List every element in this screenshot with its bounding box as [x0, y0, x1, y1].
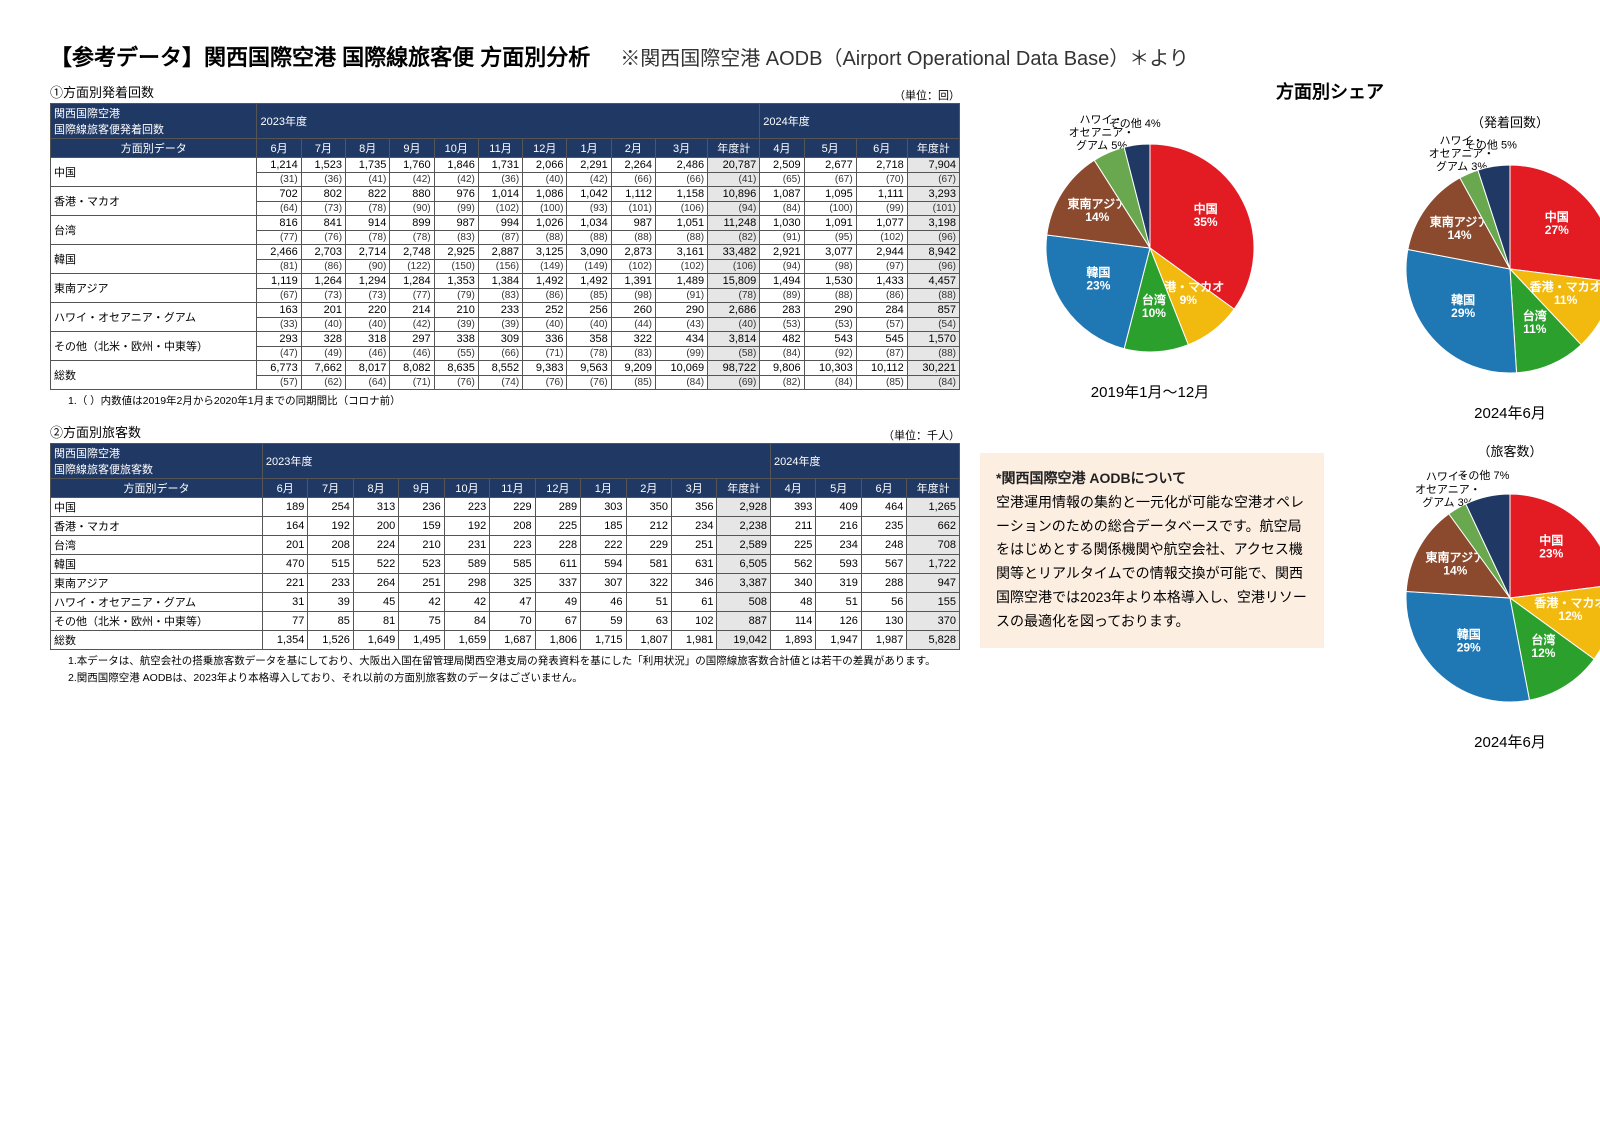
section2-unit: （単位：千人）	[883, 427, 960, 443]
svg-text:12%: 12%	[1531, 646, 1555, 660]
svg-text:香港・マカオ: 香港・マカオ	[1533, 595, 1600, 610]
svg-text:14%: 14%	[1085, 210, 1109, 224]
svg-text:9%: 9%	[1180, 293, 1198, 307]
svg-text:台湾: 台湾	[1523, 308, 1547, 323]
svg-text:中国: 中国	[1194, 201, 1218, 216]
page-title: 【参考データ】関西国際空港 国際線旅客便 方面別分析	[50, 40, 590, 72]
svg-text:グアム 5%: グアム 5%	[1076, 138, 1127, 152]
chart3-sub: （旅客数）	[1340, 441, 1600, 460]
svg-text:その他 4%: その他 4%	[1109, 117, 1161, 130]
pie-chart-2024-pax: 中国23%香港・マカオ12%台湾12%韓国29%東南アジア14%ハワイ・オセアニ…	[1340, 462, 1600, 725]
svg-text:14%: 14%	[1448, 228, 1472, 242]
svg-text:グアム 3%: グアム 3%	[1422, 495, 1473, 509]
pie2-caption: 2024年6月	[1340, 402, 1600, 423]
svg-text:台湾: 台湾	[1142, 292, 1166, 307]
svg-text:29%: 29%	[1457, 640, 1481, 654]
table2-footnote2: 2.関西国際空港 AODBは、2023年より本格導入しており、それ以前の方面別旅…	[68, 670, 960, 685]
section1-label: ①方面別発着回数	[50, 82, 154, 101]
svg-text:中国: 中国	[1539, 533, 1563, 548]
pie-chart-2019: 中国35%香港・マカオ9%台湾10%韓国23%東南アジア14%ハワイ・オセアニア…	[980, 112, 1320, 375]
section2-label: ②方面別旅客数	[50, 422, 141, 441]
svg-text:23%: 23%	[1539, 547, 1563, 561]
info-body: 空港運用情報の集約と一元化が可能な空港オペレーションのための総合データベースです…	[996, 491, 1308, 634]
svg-text:台湾: 台湾	[1531, 632, 1555, 647]
svg-text:27%: 27%	[1545, 223, 1569, 237]
table2-footnote1: 1.本データは、航空会社の搭乗旅客数データを基にしており、大阪出入国在留管理局関…	[68, 653, 960, 668]
svg-text:35%: 35%	[1194, 215, 1218, 229]
svg-text:12%: 12%	[1558, 609, 1582, 623]
page-subtitle: ※関西国際空港 AODB（Airport Operational Data Ba…	[620, 42, 1189, 71]
pie-chart-2024-flights: 中国27%香港・マカオ11%台湾11%韓国29%東南アジア14%ハワイ・オセアニ…	[1340, 133, 1600, 396]
aodb-info-box: *関西国際空港 AODBについて 空港運用情報の集約と一元化が可能な空港オペレー…	[980, 453, 1324, 648]
svg-text:11%: 11%	[1523, 322, 1547, 336]
pie3-caption: 2024年6月	[1340, 731, 1600, 752]
section1-unit: （単位：回）	[894, 87, 960, 103]
svg-text:中国: 中国	[1545, 209, 1569, 224]
svg-text:香港・マカオ: 香港・マカオ	[1529, 279, 1600, 294]
svg-text:29%: 29%	[1451, 306, 1475, 320]
charts-sub: （発着回数）	[1340, 112, 1600, 131]
svg-text:11%: 11%	[1554, 293, 1578, 307]
svg-text:その他 7%: その他 7%	[1457, 469, 1509, 482]
svg-text:韓国: 韓国	[1086, 265, 1110, 280]
svg-text:韓国: 韓国	[1457, 626, 1481, 641]
svg-text:10%: 10%	[1142, 306, 1166, 320]
svg-text:23%: 23%	[1086, 279, 1110, 293]
table-passengers: 関西国際空港国際線旅客便旅客数2023年度2024年度方面別データ6月7月8月9…	[50, 443, 960, 650]
pie1-caption: 2019年1月～12月	[980, 381, 1320, 402]
svg-text:オセアニア・: オセアニア・	[1415, 483, 1481, 496]
table-departures-arrivals: 関西国際空港国際線旅客便発着回数2023年度2024年度方面別データ6月7月8月…	[50, 103, 960, 390]
table1-footnote: 1.（ ）内数値は2019年2月から2020年1月までの同期間比（コロナ前）	[68, 393, 960, 408]
info-title: *関西国際空港 AODBについて	[996, 467, 1308, 491]
svg-text:14%: 14%	[1443, 563, 1467, 577]
svg-text:韓国: 韓国	[1451, 292, 1475, 307]
svg-text:その他 5%: その他 5%	[1465, 139, 1517, 152]
charts-title: 方面別シェア	[980, 78, 1600, 104]
